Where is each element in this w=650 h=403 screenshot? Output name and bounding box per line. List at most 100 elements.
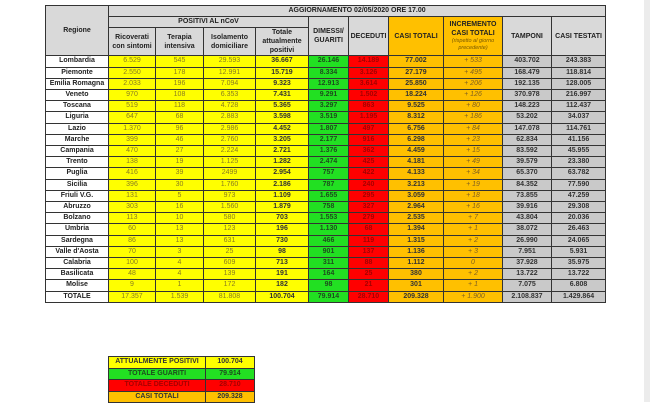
summary-row: ATTUALMENTE POSITIVI 100.704	[108, 356, 255, 369]
header-isolamento: Isolamento domiciliare	[203, 27, 256, 57]
page-edge	[644, 0, 650, 402]
cell-casi-testati: 41.156	[550, 133, 607, 147]
cell-tamponi: 73.855	[502, 189, 552, 203]
cell-casi-totali: 4.181	[388, 156, 444, 169]
cell-casi-testati: 1.429.864	[550, 290, 607, 303]
cell-isolamento: 580	[203, 212, 256, 225]
cell-ricoverati: 303	[108, 201, 156, 214]
cell-terapia: 27	[155, 145, 204, 158]
cell-deceduti: 119	[348, 234, 389, 247]
cell-ricoverati: 470	[108, 145, 156, 158]
summary-body: ATTUALMENTE POSITIVI 100.704 TOTALE GUARIT…	[108, 356, 255, 403]
cell-isolamento: 973	[203, 189, 256, 203]
cell-regione: Sardegna	[45, 234, 109, 247]
cell-deceduti: 3.126	[348, 66, 389, 79]
cell-terapia: 68	[155, 111, 204, 124]
cell-casi-totali: 301	[388, 279, 444, 292]
header-dimessi: DIMESSI/ GUARITI	[308, 16, 349, 57]
cell-totale-positivi: 9.323	[255, 77, 309, 91]
cell-dimessi: 8.334	[308, 66, 349, 79]
cell-casi-testati: 243.383	[550, 55, 607, 68]
cell-deceduti: 28.710	[348, 290, 389, 303]
header-positivi-group: POSITIVI AL nCoV	[108, 16, 309, 29]
cell-incremento: + 15	[443, 145, 503, 158]
cell-casi-testati: 5.931	[550, 245, 607, 259]
cell-terapia: 545	[155, 55, 204, 68]
cell-casi-testati: 128.005	[550, 77, 607, 91]
cell-regione: Calabria	[45, 257, 109, 270]
cell-tamponi: 65.370	[502, 167, 552, 180]
cell-terapia: 3	[155, 245, 204, 259]
cell-regione: Liguria	[45, 111, 109, 124]
table-row: Trento 138 19 1.125 1.282 2.474 425 4.181 + 49 39…	[45, 156, 607, 169]
cell-regione: Campania	[45, 145, 109, 158]
cell-deceduti: 14.189	[348, 55, 389, 68]
cell-isolamento: 123	[203, 223, 256, 236]
cell-totale-positivi: 36.667	[255, 55, 309, 68]
cell-regione: Piemonte	[45, 66, 109, 79]
cell-casi-testati: 77.590	[550, 178, 607, 191]
table-row: Lazio 1.370 96 2.986 4.452 1.807 497 6.756 + 84 1…	[45, 122, 607, 135]
cell-tamponi: 38.072	[502, 223, 552, 236]
cell-terapia: 4	[155, 257, 204, 270]
cell-casi-testati: 47.259	[550, 189, 607, 203]
cell-casi-totali: 77.002	[388, 55, 444, 68]
cell-casi-totali: 25.850	[388, 77, 444, 91]
cell-ricoverati: 48	[108, 268, 156, 281]
cell-casi-totali: 6.298	[388, 133, 444, 147]
cell-isolamento: 1.125	[203, 156, 256, 169]
cell-casi-testati: 35.975	[550, 257, 607, 270]
table-row: Sicilia 396 30 1.760 2.186 787 240 3.213 + 19 84.…	[45, 178, 607, 191]
cell-regione: Veneto	[45, 89, 109, 102]
cell-deceduti: 422	[348, 167, 389, 180]
table-row: Veneto 970 108 6.353 7.431 9.291 1.502 18.224 + …	[45, 89, 607, 102]
summary-row: TOTALE GUARITI 79.914	[108, 367, 255, 380]
cell-casi-testati: 112.437	[550, 100, 607, 113]
cell-isolamento: 25	[203, 245, 256, 259]
cell-isolamento: 1.560	[203, 201, 256, 214]
cell-dimessi: 758	[308, 201, 349, 214]
cell-incremento: + 2	[443, 234, 503, 247]
cell-ricoverati: 519	[108, 100, 156, 113]
cell-terapia: 16	[155, 201, 204, 214]
cell-casi-testati: 45.955	[550, 145, 607, 158]
cell-deceduti: 240	[348, 178, 389, 191]
cell-regione: Valle d'Aosta	[45, 245, 109, 259]
header-terapia: Terapia intensiva	[155, 27, 204, 57]
cell-ricoverati: 60	[108, 223, 156, 236]
cell-casi-totali: 6.756	[388, 122, 444, 135]
cell-tamponi: 39.916	[502, 201, 552, 214]
cell-deceduti: 137	[348, 245, 389, 259]
cell-totale-positivi: 2.186	[255, 178, 309, 191]
table-row: Valle d'Aosta 70 3 25 98 901 137 1.136 + 3 7.951 5…	[45, 245, 607, 259]
cell-terapia: 13	[155, 223, 204, 236]
cell-incremento: + 495	[443, 66, 503, 79]
header-casi-totali: CASI TOTALI	[388, 16, 444, 57]
cell-totale-positivi: 7.431	[255, 89, 309, 102]
cell-ricoverati: 17.357	[108, 290, 156, 303]
cell-tamponi: 13.722	[502, 268, 552, 281]
cell-totale-positivi: 1.282	[255, 156, 309, 169]
cell-tamponi: 7.075	[502, 279, 552, 292]
cell-incremento: + 19	[443, 178, 503, 191]
cell-incremento: + 16	[443, 201, 503, 214]
cell-tamponi: 148.223	[502, 100, 552, 113]
cell-regione: TOTALE	[45, 290, 109, 303]
summary-label: CASI TOTALI	[108, 390, 206, 403]
cell-isolamento: 139	[203, 268, 256, 281]
cell-totale-positivi: 1.109	[255, 189, 309, 203]
cell-isolamento: 2.760	[203, 133, 256, 147]
cell-incremento: + 126	[443, 89, 503, 102]
cell-dimessi: 757	[308, 167, 349, 180]
cell-deceduti: 279	[348, 212, 389, 225]
table-row: Friuli V.G. 131 5 973 1.109 1.655 295 3.059 + 18…	[45, 189, 607, 203]
cell-dimessi: 901	[308, 245, 349, 259]
cell-terapia: 1.539	[155, 290, 204, 303]
cell-incremento: + 1	[443, 223, 503, 236]
summary-label: TOTALE DECEDUTI	[108, 379, 206, 392]
table-row: Calabria 100 4 609 713 311 88 1.112 0 37.928 35.97…	[45, 257, 607, 270]
summary-table: ATTUALMENTE POSITIVI 100.704 TOTALE GUARIT…	[108, 356, 255, 403]
cell-terapia: 118	[155, 100, 204, 113]
cell-terapia: 30	[155, 178, 204, 191]
cell-deceduti: 1.195	[348, 111, 389, 124]
